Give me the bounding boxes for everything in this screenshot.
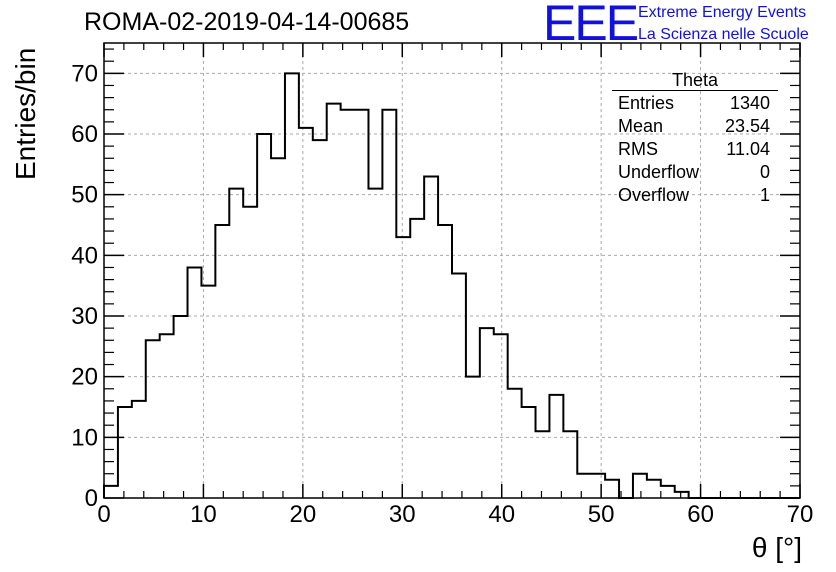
histogram-series [103, 72, 800, 499]
x-tick-label: 60 [687, 501, 714, 528]
x-tick-label: 20 [290, 501, 317, 528]
y-tick-label: 30 [71, 303, 98, 330]
x-tick-label: 0 [97, 501, 110, 528]
stats-title: Theta [612, 70, 778, 91]
stats-box: Theta Entries 1340 Mean 23.54 RMS 11.04 … [612, 70, 778, 207]
stats-value: 11.04 [726, 139, 770, 159]
stats-label: Underflow [618, 162, 700, 182]
stats-row-mean: Mean 23.54 [612, 115, 778, 138]
logo-line-1: Extreme Energy Events [638, 4, 807, 21]
stats-label: Entries [618, 93, 675, 113]
y-tick-label: 0 [85, 485, 98, 512]
stats-row-underflow: Underflow 0 [612, 161, 778, 184]
y-tick-label: 50 [71, 182, 98, 209]
y-axis-label: Entries/bin [10, 47, 41, 180]
x-tick-label: 10 [190, 501, 217, 528]
x-axis-label: θ [°] [751, 532, 802, 563]
y-tick-label: 10 [71, 424, 98, 451]
stats-label: Mean [618, 116, 664, 136]
x-tick-label: 70 [787, 501, 814, 528]
run-title: ROMA-02-2019-04-14-00685 [84, 8, 410, 36]
x-tick-label: 50 [588, 501, 615, 528]
y-tick-label: 60 [71, 121, 98, 148]
stats-row-entries: Entries 1340 [612, 92, 778, 115]
stats-value: 0 [759, 162, 770, 182]
stats-label: Overflow [618, 185, 690, 205]
y-tick-label: 70 [71, 60, 98, 87]
plot-frame [103, 42, 801, 499]
y-tick-label: 40 [71, 242, 98, 269]
stats-row-rms: RMS 11.04 [612, 138, 778, 161]
logo-line-2: La Scienza nelle Scuole [638, 26, 809, 43]
stats-label: RMS [618, 139, 658, 159]
x-tick-label: 40 [488, 501, 515, 528]
x-tick-labels: 0 10 20 30 40 50 60 70 [97, 501, 813, 528]
x-tick-label: 30 [389, 501, 416, 528]
y-tick-label: 20 [71, 364, 98, 391]
eee-logo: EEE [543, 0, 639, 51]
y-tick-labels: 0 10 20 30 40 50 60 70 [71, 60, 98, 512]
stats-value: 1 [759, 185, 770, 205]
stats-value: 1340 [729, 93, 770, 113]
axis-ticks [103, 43, 801, 499]
stats-row-overflow: Overflow 1 [612, 184, 778, 207]
stats-value: 23.54 [724, 116, 770, 136]
